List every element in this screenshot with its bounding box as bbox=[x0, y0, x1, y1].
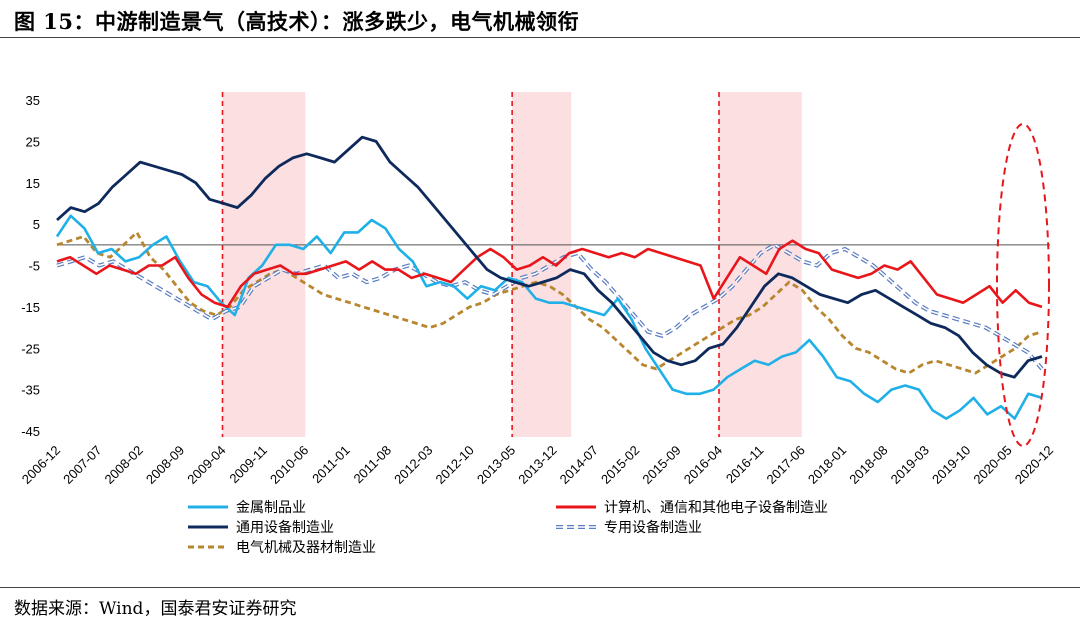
x-tick-label: 2011-08 bbox=[350, 443, 394, 487]
y-tick-label: 25 bbox=[26, 134, 40, 149]
series-line-5 bbox=[56, 230, 1043, 375]
x-tick-label: 2017-06 bbox=[764, 443, 808, 487]
x-tick-label: 2018-08 bbox=[846, 443, 890, 487]
x-tick-label: 2020-12 bbox=[1012, 443, 1056, 487]
legend-item-3-label: 通用设备制造业 bbox=[236, 519, 334, 536]
x-tick-label: 2015-02 bbox=[598, 443, 642, 487]
y-tick-label: -25 bbox=[21, 341, 40, 356]
legend-item-5: 电气机械及器材制造业 bbox=[188, 540, 376, 556]
y-tick-label: -35 bbox=[21, 383, 40, 398]
x-tick-label: 2013-12 bbox=[515, 443, 559, 487]
x-tick-label: 2019-10 bbox=[929, 443, 973, 487]
source-note: 数据来源：Wind，国泰君安证券研究 bbox=[14, 599, 297, 619]
top-divider bbox=[0, 37, 1080, 38]
x-tick-label: 2006-12 bbox=[19, 443, 63, 487]
legend-item-3: 通用设备制造业 bbox=[188, 519, 334, 536]
x-tick-label: 2019-03 bbox=[888, 443, 932, 487]
series-line-2 bbox=[56, 239, 1043, 309]
shaded-period-2 bbox=[512, 92, 572, 437]
x-tick-label: 2012-10 bbox=[433, 443, 477, 487]
x-tick-label: 2011-01 bbox=[309, 443, 353, 487]
y-tick-label: 15 bbox=[26, 176, 40, 191]
legend-item-1-label: 金属制品业 bbox=[236, 500, 306, 516]
y-tick-label: -15 bbox=[21, 300, 40, 315]
legend-item-4: 专用设备制造业 bbox=[556, 519, 702, 536]
bottom-divider bbox=[0, 587, 1080, 588]
x-tick-label: 2008-09 bbox=[143, 443, 187, 487]
legend-item-2: 计算机、通信和其他电子设备制造业 bbox=[556, 499, 828, 516]
x-tick-label: 2016-04 bbox=[681, 443, 725, 487]
legend-item-1: 金属制品业 bbox=[188, 500, 306, 516]
x-tick-label: 2007-07 bbox=[60, 443, 104, 487]
series-line-1 bbox=[55, 214, 1043, 420]
legend-item-4-label: 专用设备制造业 bbox=[604, 519, 702, 536]
x-tick-label: 2020-05 bbox=[970, 443, 1014, 487]
highlight-ellipse bbox=[996, 123, 1050, 447]
x-tick-label: 2018-01 bbox=[805, 443, 849, 487]
x-tick-label: 2015-09 bbox=[639, 443, 683, 487]
shaded-period-3 bbox=[719, 92, 802, 437]
x-tick-label: 2009-04 bbox=[184, 443, 228, 487]
x-tick-label: 2010-06 bbox=[267, 443, 311, 487]
x-tick-label: 2013-05 bbox=[474, 443, 518, 487]
chart-title: 图 15：中游制造景气（高技术）：涨多跌少，电气机械领衔 bbox=[14, 9, 580, 34]
y-tick-label: 35 bbox=[26, 93, 40, 108]
legend-item-5-label: 电气机械及器材制造业 bbox=[236, 540, 376, 556]
series-line-3 bbox=[56, 135, 1043, 379]
x-tick-label: 2014-07 bbox=[557, 443, 601, 487]
x-tick-label: 2016-11 bbox=[723, 443, 767, 487]
y-tick-label: -5 bbox=[28, 259, 40, 274]
legend-item-2-label: 计算机、通信和其他电子设备制造业 bbox=[604, 499, 828, 516]
x-tick-label: 2009-11 bbox=[226, 443, 270, 487]
y-tick-label: 5 bbox=[33, 217, 40, 232]
y-tick-label: -45 bbox=[21, 424, 40, 439]
x-tick-label: 2008-02 bbox=[102, 443, 146, 487]
x-tick-label: 2012-03 bbox=[391, 443, 435, 487]
